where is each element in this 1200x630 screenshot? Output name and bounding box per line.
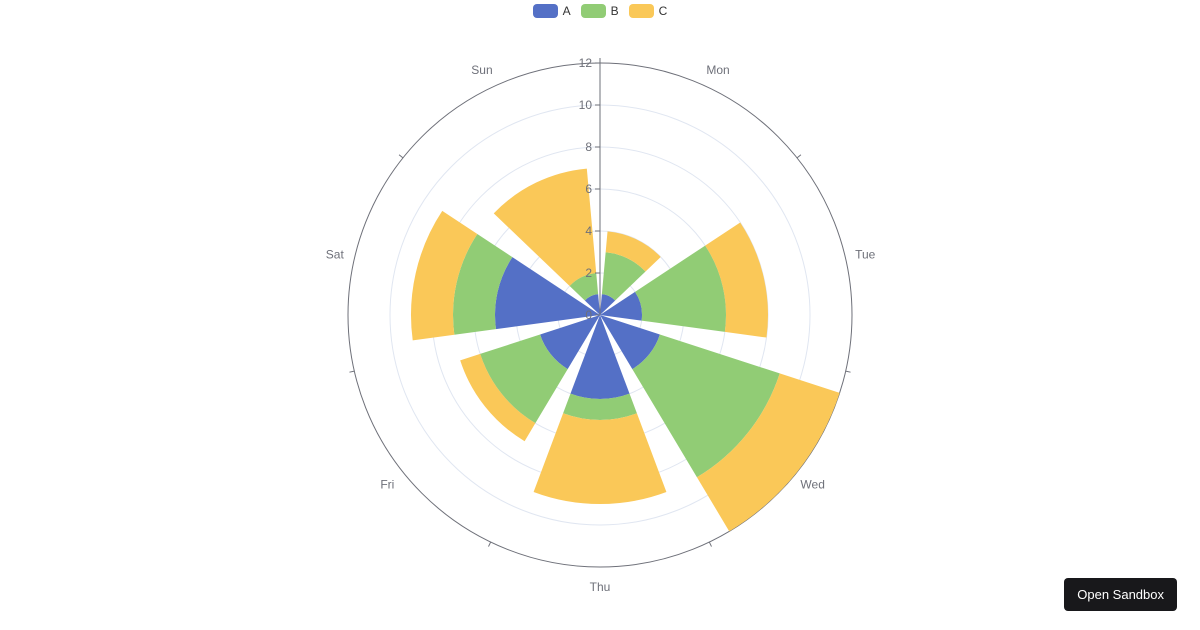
legend-label-c: C (658, 4, 668, 18)
bar-c-tue[interactable] (705, 222, 768, 338)
bar-b-mon[interactable] (601, 252, 646, 301)
angle-label-tue: Tue (855, 247, 876, 261)
bar-c-sun[interactable] (493, 168, 597, 286)
angle-tick (349, 370, 355, 373)
bar-c-mon[interactable] (605, 231, 661, 272)
radial-tick-label: 0 (585, 308, 592, 322)
angle-label-sun: Sun (471, 63, 492, 77)
bar-a-sat[interactable] (495, 257, 600, 330)
angle-label-wed: Wed (800, 478, 824, 492)
angle-tick (398, 154, 404, 159)
bar-series (411, 168, 840, 532)
legend-swatch-c (628, 4, 654, 18)
angle-label-sat: Sat (326, 247, 345, 261)
angle-tick (488, 541, 492, 547)
radial-tick-label: 4 (585, 224, 592, 238)
angle-label-mon: Mon (706, 63, 729, 77)
radial-tick-label: 12 (579, 56, 593, 70)
bar-c-wed[interactable] (696, 373, 840, 532)
radial-tick-label: 10 (579, 98, 593, 112)
legend-label-a: A (562, 4, 571, 18)
bar-a-mon[interactable] (600, 294, 616, 315)
bar-b-tue[interactable] (635, 245, 727, 332)
radial-tick-label: 2 (585, 266, 592, 280)
bar-a-thu[interactable] (570, 315, 630, 399)
bar-b-thu[interactable] (563, 393, 637, 420)
radial-axis: 0 2 4 6 8 10 12 (579, 56, 601, 322)
bar-b-sat[interactable] (453, 234, 513, 335)
bar-a-fri[interactable] (540, 315, 600, 370)
legend-item-a[interactable]: A (532, 4, 571, 18)
bar-c-sat[interactable] (411, 210, 478, 341)
angle-tick (708, 541, 712, 547)
bar-b-wed[interactable] (632, 334, 780, 478)
angle-axis-labels: Mon Tue Wed Thu Fri Sat Sun (326, 63, 876, 594)
legend-swatch-a (532, 4, 558, 18)
legend-item-c[interactable]: C (628, 4, 668, 18)
radial-tick-label: 6 (585, 182, 592, 196)
angle-tick (845, 370, 851, 373)
bar-b-fri[interactable] (480, 334, 568, 424)
chart-legend: A B C (0, 4, 1200, 18)
angle-label-thu: Thu (590, 580, 611, 594)
bar-c-thu[interactable] (533, 413, 667, 504)
radial-tick-label: 8 (585, 140, 592, 154)
bar-a-sun[interactable] (584, 294, 600, 315)
angle-label-fri: Fri (380, 478, 394, 492)
legend-label-b: B (610, 4, 619, 18)
bar-c-fri[interactable] (460, 353, 536, 442)
angle-tick (796, 154, 802, 159)
legend-swatch-b (580, 4, 606, 18)
bar-a-tue[interactable] (600, 291, 642, 321)
legend-item-b[interactable]: B (580, 4, 619, 18)
open-sandbox-button[interactable]: Open Sandbox (1064, 578, 1177, 611)
bar-b-sun[interactable] (569, 273, 599, 301)
bar-a-wed[interactable] (600, 315, 660, 370)
